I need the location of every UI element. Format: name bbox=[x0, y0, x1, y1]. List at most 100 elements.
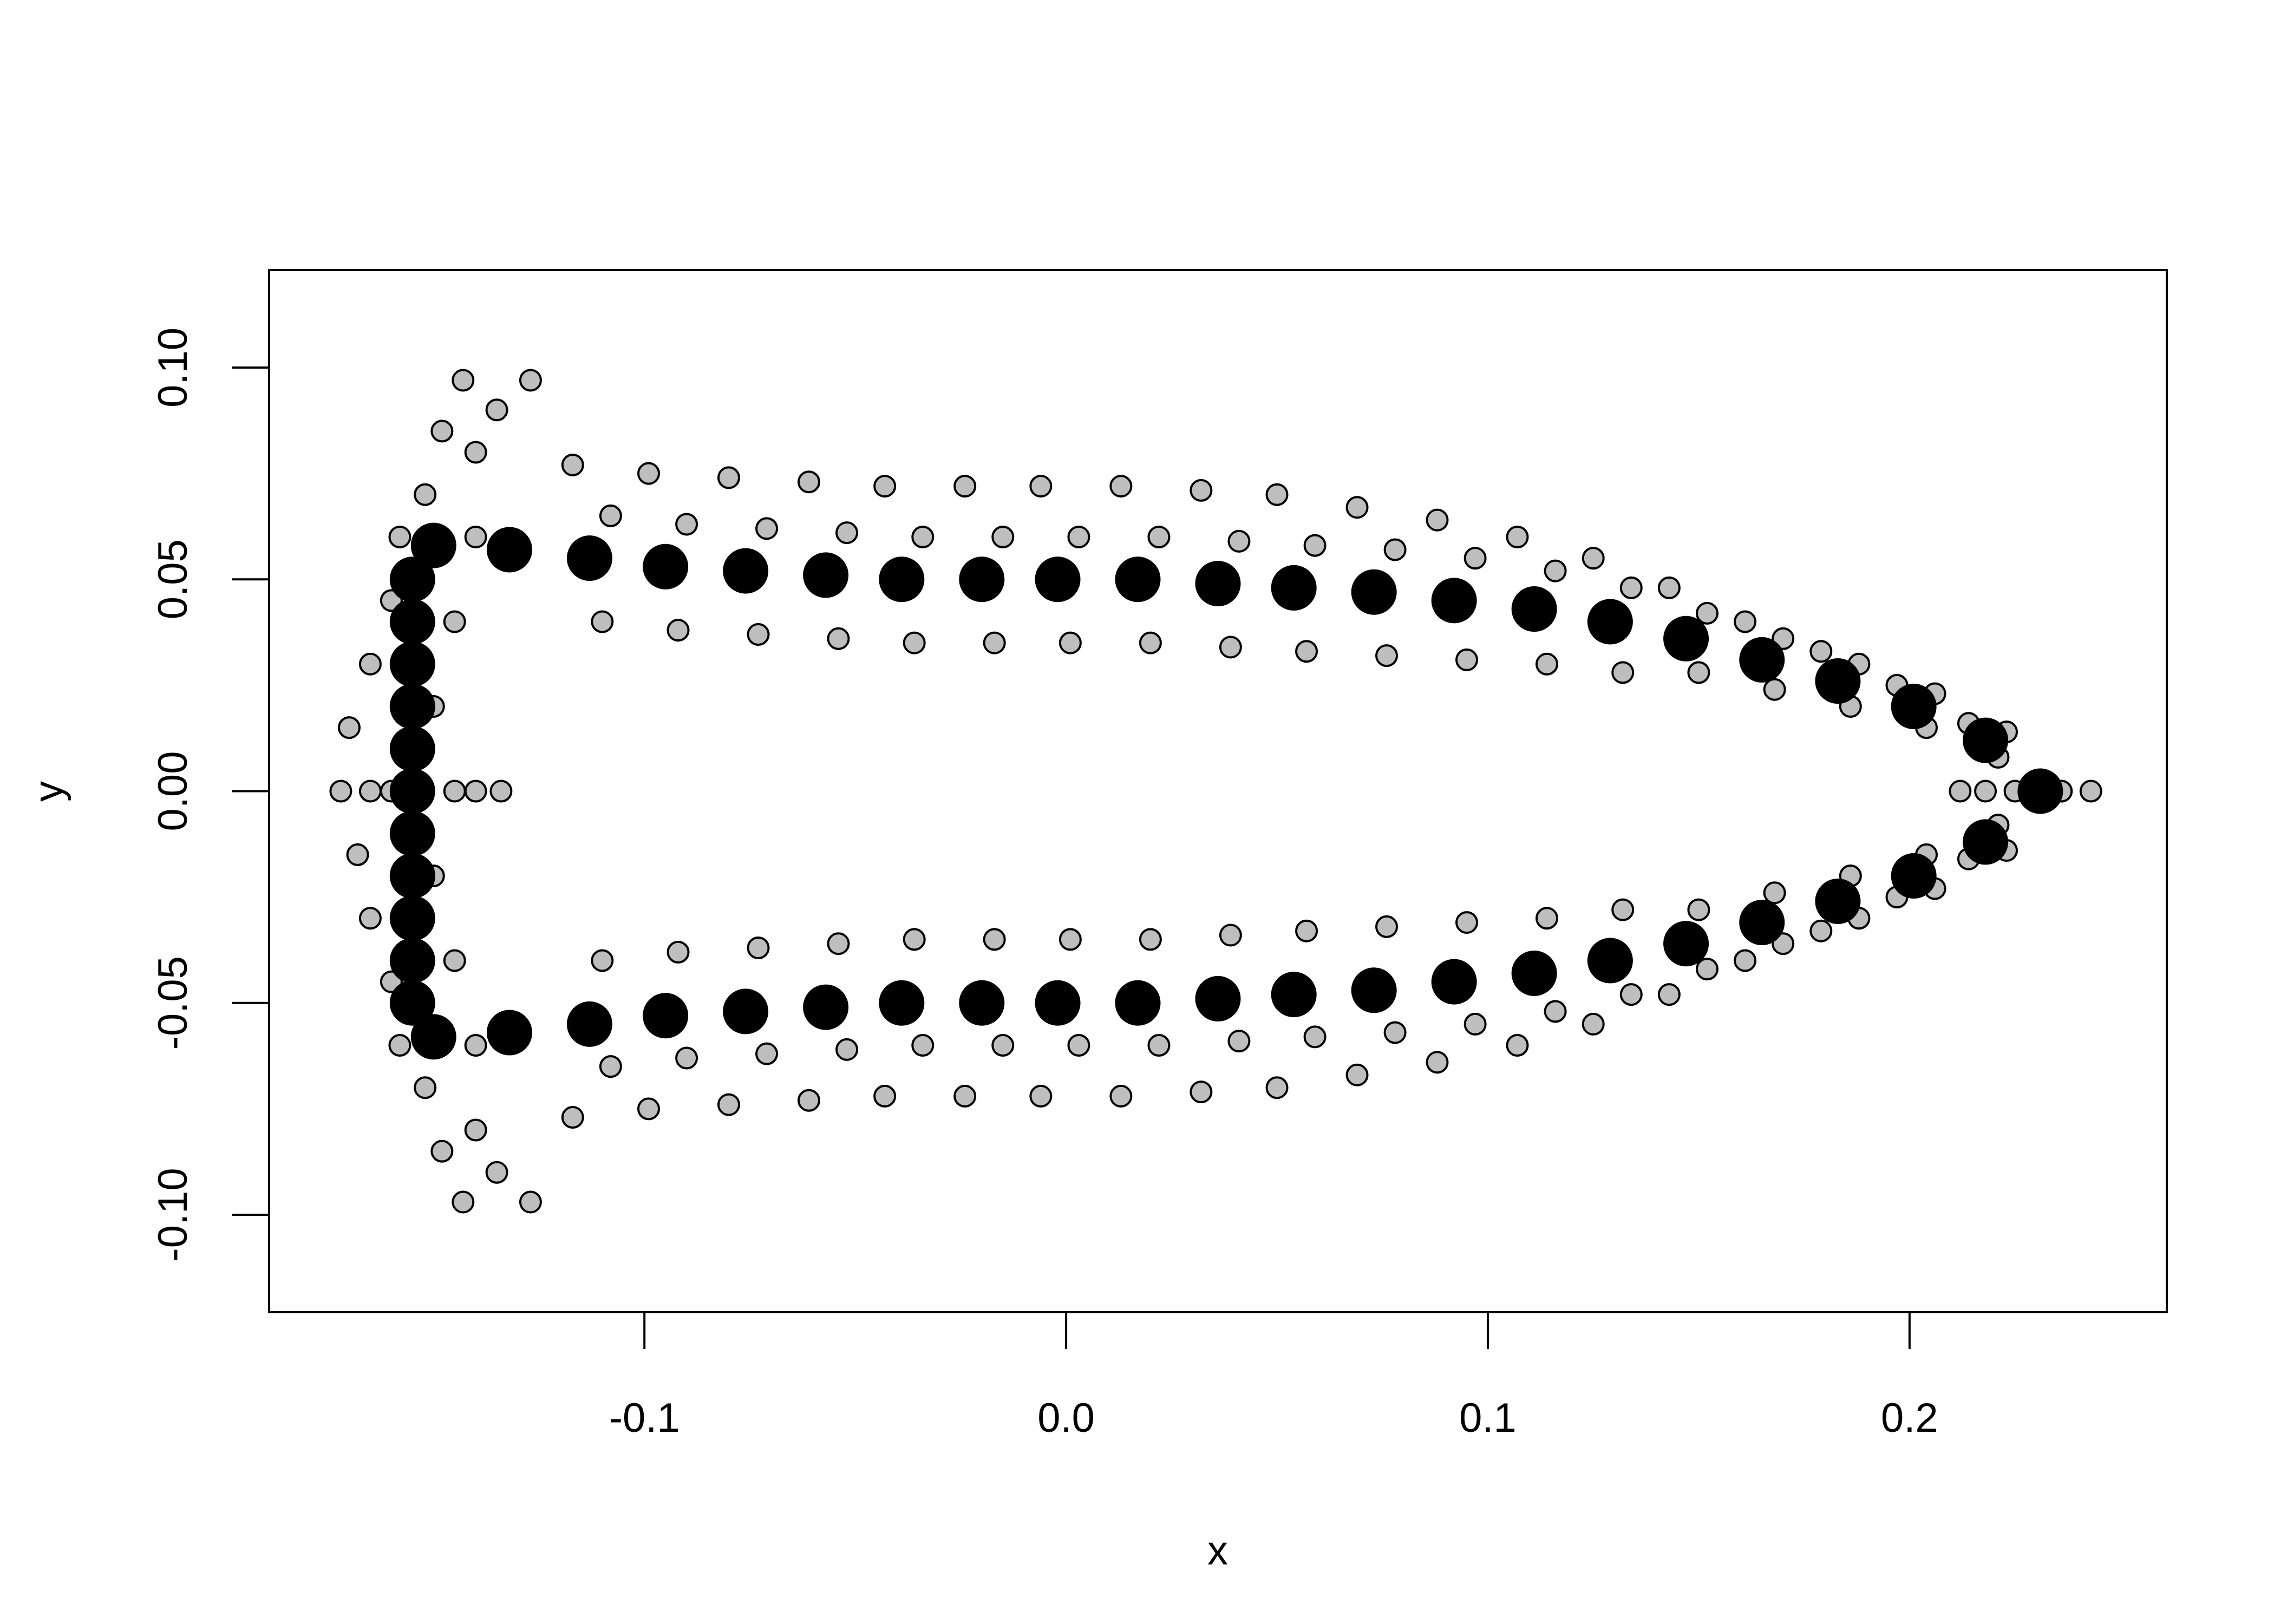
point bbox=[827, 627, 850, 650]
point bbox=[1463, 1012, 1487, 1036]
y-tick-label: 0.05 bbox=[150, 539, 196, 619]
point bbox=[1345, 1063, 1369, 1086]
point bbox=[388, 1034, 411, 1057]
point bbox=[1809, 640, 1833, 663]
point bbox=[389, 853, 435, 899]
point bbox=[1657, 983, 1681, 1006]
point bbox=[1265, 1076, 1289, 1099]
point bbox=[747, 623, 770, 646]
point bbox=[464, 1034, 487, 1057]
point bbox=[464, 780, 487, 803]
point bbox=[723, 988, 769, 1034]
point bbox=[637, 1097, 660, 1121]
point bbox=[835, 1038, 859, 1061]
point bbox=[1891, 853, 1937, 899]
point bbox=[388, 525, 411, 548]
y-tick-label: 0.00 bbox=[150, 751, 196, 831]
y-tick-label: 0.10 bbox=[150, 328, 196, 408]
point bbox=[1219, 924, 1242, 947]
point bbox=[599, 504, 622, 527]
point bbox=[1949, 780, 1972, 803]
point bbox=[1687, 898, 1710, 921]
point bbox=[389, 768, 435, 814]
point bbox=[1383, 538, 1407, 561]
point bbox=[1619, 576, 1643, 599]
point bbox=[1035, 980, 1081, 1026]
point bbox=[1611, 898, 1635, 921]
point bbox=[464, 525, 487, 548]
point bbox=[389, 726, 435, 772]
point bbox=[486, 1010, 532, 1056]
point bbox=[430, 1140, 454, 1163]
point bbox=[1375, 915, 1399, 938]
point bbox=[1455, 648, 1479, 671]
point bbox=[1295, 640, 1318, 663]
point bbox=[1582, 1012, 1605, 1036]
point bbox=[346, 843, 369, 866]
point bbox=[1139, 631, 1162, 654]
point bbox=[389, 599, 435, 645]
point bbox=[1426, 1051, 1449, 1074]
y-tick-label: -0.05 bbox=[150, 956, 196, 1050]
point bbox=[755, 1042, 779, 1065]
y-axis-label: y bbox=[25, 781, 71, 802]
point bbox=[1587, 938, 1633, 984]
point bbox=[1587, 599, 1633, 645]
point bbox=[1657, 576, 1681, 599]
point bbox=[1696, 958, 1719, 981]
point bbox=[1067, 525, 1090, 548]
point bbox=[1190, 1081, 1213, 1104]
point bbox=[953, 475, 977, 498]
point bbox=[1035, 556, 1081, 603]
point bbox=[666, 619, 690, 642]
point bbox=[1891, 683, 1937, 729]
point bbox=[1739, 637, 1785, 683]
point bbox=[1431, 578, 1477, 624]
point bbox=[1696, 601, 1719, 625]
point bbox=[389, 641, 435, 687]
x-tick-label: 0.1 bbox=[1459, 1395, 1517, 1441]
point bbox=[1058, 928, 1082, 951]
point bbox=[991, 1034, 1015, 1057]
point bbox=[1611, 661, 1635, 684]
point bbox=[803, 552, 849, 598]
point bbox=[827, 932, 850, 955]
point bbox=[911, 525, 935, 548]
point bbox=[389, 895, 435, 941]
point bbox=[1619, 983, 1643, 1006]
point bbox=[717, 1093, 740, 1116]
y-tick-label: -0.10 bbox=[150, 1168, 196, 1261]
point bbox=[1351, 569, 1397, 615]
point bbox=[443, 780, 466, 803]
point bbox=[337, 716, 361, 739]
point bbox=[1431, 959, 1477, 1005]
point bbox=[983, 928, 1006, 951]
point bbox=[430, 420, 454, 443]
point bbox=[1739, 900, 1785, 946]
point bbox=[666, 940, 690, 964]
point bbox=[389, 938, 435, 984]
point bbox=[1687, 661, 1710, 684]
point bbox=[1815, 658, 1861, 704]
point bbox=[1511, 950, 1557, 996]
point bbox=[485, 1161, 508, 1184]
point bbox=[953, 1084, 977, 1108]
point bbox=[1663, 921, 1709, 967]
point bbox=[1147, 525, 1171, 548]
point bbox=[879, 556, 925, 603]
point bbox=[1383, 1021, 1407, 1044]
point bbox=[1506, 525, 1529, 548]
x-tick-label: -0.1 bbox=[609, 1395, 680, 1441]
point bbox=[414, 1076, 437, 1099]
point bbox=[1109, 475, 1133, 498]
point bbox=[797, 1089, 820, 1112]
point bbox=[389, 683, 435, 729]
point bbox=[2079, 780, 2102, 803]
point bbox=[983, 631, 1006, 654]
point bbox=[1511, 586, 1557, 632]
plot-box bbox=[268, 269, 2168, 1313]
point bbox=[1029, 1084, 1053, 1108]
point bbox=[591, 610, 614, 633]
point bbox=[1815, 878, 1861, 924]
point bbox=[358, 780, 382, 803]
